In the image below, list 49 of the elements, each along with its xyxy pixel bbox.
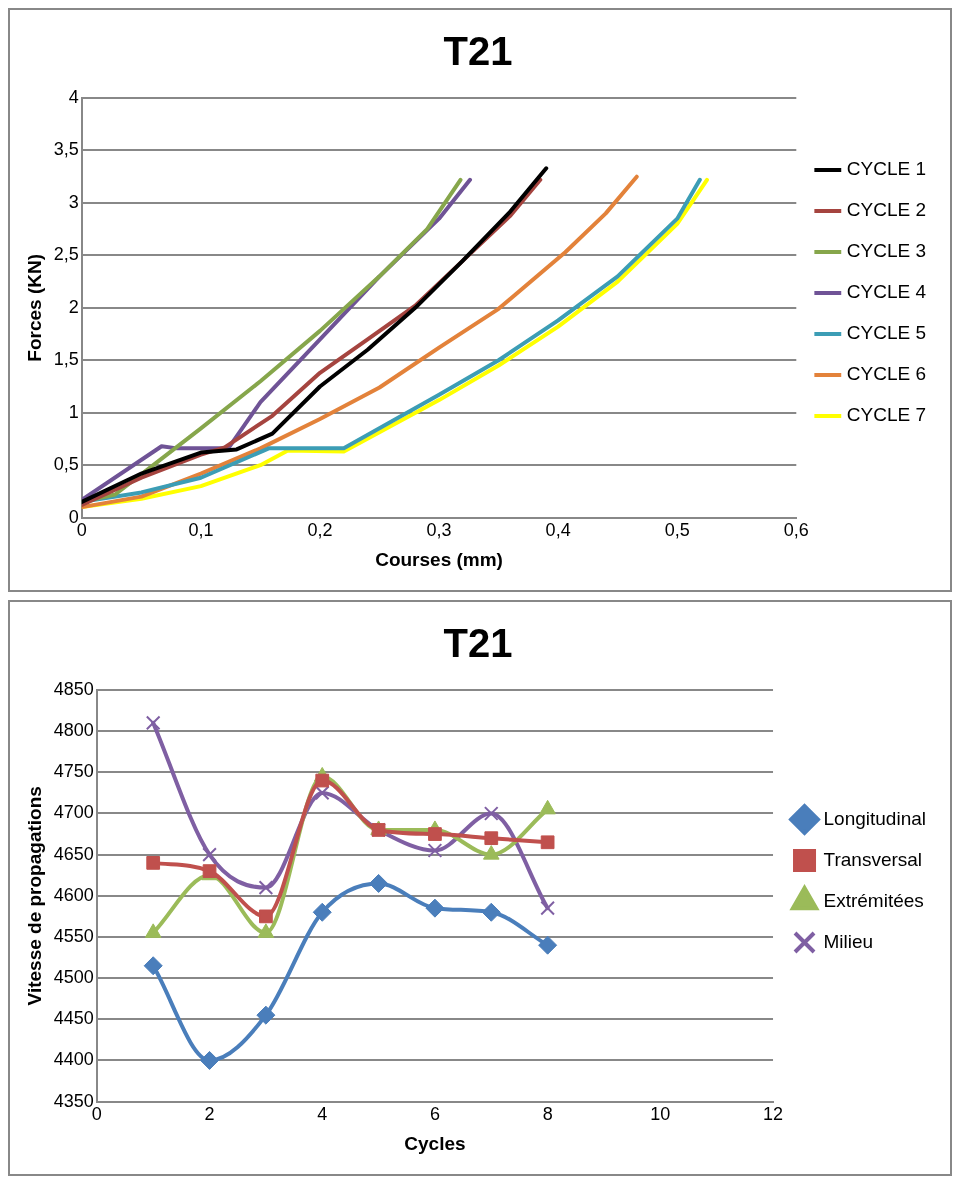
y-tick-label: 2,5: [53, 244, 79, 265]
y-tick-label: 1: [68, 401, 79, 422]
legend-label: CYCLE 6: [846, 363, 926, 385]
legend-label: CYCLE 2: [846, 199, 926, 221]
y-tick-label: 3: [68, 191, 79, 212]
y-tick-label: 4350: [53, 1090, 94, 1111]
x-tick-label: 6: [429, 1104, 440, 1125]
legend-label: CYCLE 1: [846, 158, 926, 180]
y-tick-label: 4750: [53, 761, 94, 782]
x-tick-label: 0,1: [188, 520, 214, 541]
y-axis-title: Vitesse de propagations: [23, 786, 45, 1006]
y-tick-label: 4650: [53, 843, 94, 864]
y-tick-label: 0: [68, 506, 79, 527]
y-tick-label: 4400: [53, 1049, 94, 1070]
x-tick-label: 0,4: [545, 520, 571, 541]
legend-label: CYCLE 4: [846, 281, 927, 303]
y-tick-label: 4850: [53, 678, 94, 699]
legend-label: Milieu: [823, 930, 874, 952]
y-tick-label: 4500: [53, 967, 94, 988]
y-axis-title: Forces (KN): [23, 253, 45, 362]
x-tick-label: 0,5: [664, 520, 690, 541]
x-tick-label: 10: [650, 1104, 671, 1125]
y-tick-label: 4: [68, 86, 79, 107]
x-tick-label: 0,6: [783, 520, 809, 541]
x-tick-label: 4: [317, 1104, 328, 1125]
y-tick-label: 4450: [53, 1008, 94, 1029]
x-tick-label: 12: [763, 1104, 784, 1125]
y-tick-label: 2: [68, 296, 79, 317]
y-tick-label: 3,5: [53, 139, 79, 160]
legend-label: CYCLE 5: [846, 322, 926, 344]
legend-label: Extrémitées: [823, 889, 924, 911]
x-tick-label: 0,2: [307, 520, 333, 541]
y-tick-label: 1,5: [53, 349, 79, 370]
legend-label: CYCLE 7: [846, 404, 926, 426]
y-tick-label: 4600: [53, 884, 94, 905]
y-tick-label: 0,5: [53, 454, 79, 475]
y-tick-label: 4550: [53, 925, 94, 946]
x-tick-label: 8: [542, 1104, 553, 1125]
chart-title: T21: [443, 29, 513, 74]
x-tick-label: 2: [204, 1104, 215, 1125]
x-axis-title: Cycles: [404, 1132, 466, 1154]
y-tick-label: 4700: [53, 802, 94, 823]
legend-label: CYCLE 3: [846, 240, 926, 262]
chart-title: T21: [443, 621, 513, 666]
y-tick-label: 4800: [53, 720, 94, 741]
x-tick-label: 0,3: [426, 520, 452, 541]
x-axis-title: Courses (mm): [375, 548, 503, 570]
legend-label: Longitudinal: [823, 807, 927, 829]
legend-label: Transversal: [823, 848, 923, 870]
